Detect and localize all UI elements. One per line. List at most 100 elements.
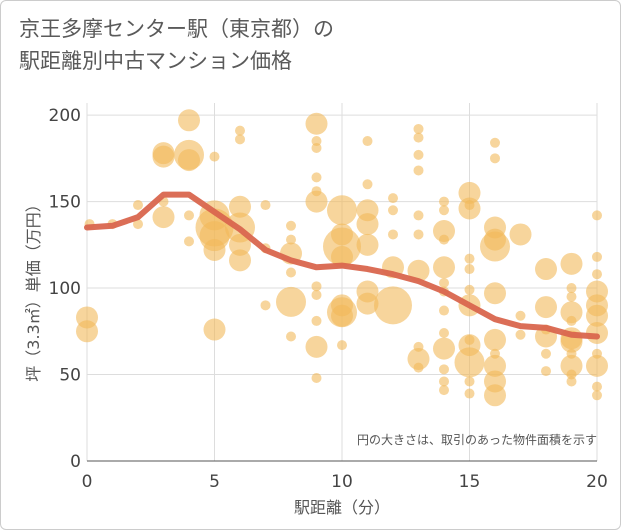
- data-bubble: [331, 245, 353, 268]
- x-tick-label: 15: [459, 472, 481, 492]
- x-tick-label: 5: [209, 472, 220, 492]
- data-bubble: [286, 267, 296, 278]
- data-bubble: [433, 337, 455, 360]
- data-bubble: [260, 200, 271, 211]
- data-bubble: [413, 123, 424, 134]
- x-tick-label: 10: [331, 472, 353, 492]
- data-bubble: [484, 282, 506, 305]
- data-bubble: [566, 291, 577, 302]
- data-bubble: [592, 390, 602, 401]
- x-tick-label: 0: [82, 472, 93, 492]
- y-tick-label: 100: [49, 279, 81, 299]
- data-bubble: [484, 384, 506, 407]
- data-bubble: [413, 132, 424, 143]
- data-bubble: [439, 364, 449, 375]
- data-bubble: [178, 149, 200, 172]
- y-tick-labels: 0 50 100 150 200: [49, 106, 81, 472]
- data-bubble: [566, 369, 577, 380]
- data-bubble: [76, 320, 98, 343]
- data-bubble: [439, 234, 449, 245]
- x-tick-labels: 0 5 10 15 20: [82, 472, 608, 492]
- data-bubble: [464, 388, 475, 399]
- data-bubble: [311, 142, 322, 153]
- data-bubble: [454, 347, 485, 378]
- data-bubble: [235, 125, 245, 136]
- data-bubble: [203, 239, 226, 262]
- data-bubble: [133, 219, 143, 230]
- trend-line: [84, 191, 600, 340]
- trend-layer: [84, 191, 600, 340]
- data-bubble: [311, 172, 322, 183]
- data-bubble: [490, 153, 500, 164]
- data-bubble: [433, 256, 455, 279]
- data-bubble: [566, 376, 577, 387]
- data-bubble: [407, 347, 430, 370]
- data-bubble: [184, 236, 194, 247]
- data-bubble: [305, 335, 328, 358]
- data-bubble: [464, 284, 475, 295]
- data-bubble: [305, 190, 328, 213]
- data-bubble: [592, 210, 602, 221]
- data-bubble: [229, 233, 251, 256]
- data-bubble: [490, 137, 500, 148]
- data-bubble: [480, 231, 510, 262]
- data-bubble: [184, 210, 194, 221]
- data-bubble: [413, 229, 424, 240]
- data-bubble: [464, 264, 475, 275]
- data-bubble: [535, 258, 557, 281]
- data-bubble: [388, 193, 398, 204]
- data-bubble: [152, 145, 175, 168]
- data-bubble: [286, 234, 296, 245]
- data-bubble: [356, 292, 379, 315]
- data-bubble: [566, 283, 577, 294]
- x-axis-label: 駅距離（分）: [294, 498, 390, 517]
- data-bubble: [374, 286, 412, 325]
- data-bubble: [327, 195, 357, 226]
- data-bubble: [276, 286, 306, 317]
- data-bubble: [362, 179, 373, 190]
- data-bubble: [560, 301, 583, 324]
- data-bubble: [592, 251, 602, 262]
- data-bubble: [286, 220, 296, 231]
- chart-title-line1: 京王多摩センター駅（東京都）の: [19, 17, 334, 41]
- data-bubble: [305, 112, 328, 135]
- x-tick-label: 20: [586, 472, 608, 492]
- data-bubble: [464, 253, 475, 264]
- data-bubble: [592, 269, 602, 280]
- data-bubble: [362, 136, 373, 147]
- data-bubble: [541, 366, 551, 377]
- chart-title: 京王多摩センター駅（東京都）の 駅距離別中古マンション価格: [19, 13, 459, 77]
- data-bubble: [439, 196, 449, 207]
- data-bubble: [439, 305, 449, 316]
- data-bubble: [152, 206, 175, 229]
- data-bubble: [566, 315, 577, 326]
- data-bubble: [311, 136, 322, 147]
- data-bubble: [541, 348, 551, 359]
- data-bubble: [515, 310, 526, 321]
- data-bubble: [311, 289, 322, 300]
- chart-title-line2: 駅距離別中古マンション価格: [19, 49, 292, 73]
- data-bubble: [560, 252, 583, 275]
- data-bubble: [458, 197, 481, 220]
- data-bubble: [356, 213, 379, 236]
- data-bubble: [592, 381, 602, 392]
- data-bubble: [458, 181, 481, 204]
- y-tick-label: 150: [49, 193, 81, 213]
- data-bubble: [229, 195, 251, 218]
- data-bubble: [586, 354, 608, 377]
- bubble-size-note: 円の大きさは、取引のあった物件面積を示す: [357, 432, 597, 447]
- data-bubble: [311, 281, 322, 292]
- data-bubble: [586, 304, 608, 327]
- bubble-layer: [76, 109, 608, 407]
- data-bubble: [439, 385, 449, 396]
- data-bubble: [413, 149, 424, 160]
- data-bubble: [439, 205, 449, 216]
- data-bubble: [464, 376, 475, 387]
- y-axis-label: 坪（3.3㎡）単価（万円）: [24, 196, 43, 381]
- data-bubble: [286, 331, 296, 342]
- data-bubble: [203, 318, 226, 341]
- data-bubble: [229, 249, 251, 272]
- data-bubble: [413, 362, 424, 373]
